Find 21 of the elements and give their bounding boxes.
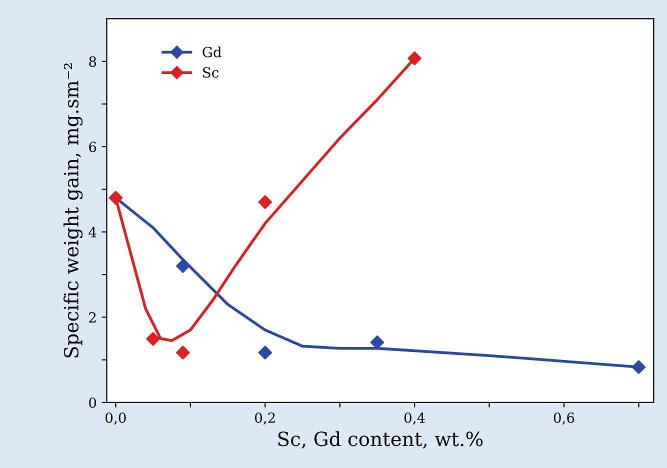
x-axis-title: Sc, Gd content, wt.%: [278, 431, 483, 449]
point: [258, 195, 272, 209]
y-tick-label: 4: [88, 226, 96, 238]
point: [258, 346, 272, 360]
x-tick-label: 0,6: [554, 412, 574, 425]
y-tick-label: 0: [89, 397, 96, 408]
point: [370, 335, 384, 350]
point: [176, 346, 190, 360]
y-tick-label: 6: [89, 142, 96, 152]
x-tick-label: 0,0: [106, 412, 126, 425]
point: [146, 332, 160, 346]
legend-label: Gd: [202, 46, 222, 58]
x-tick-label: 0,2: [254, 412, 275, 425]
point: [176, 259, 190, 273]
x-tick-label: 0,4: [404, 412, 425, 425]
y-tick-label: 2: [89, 312, 96, 322]
y-tick-label: 8: [89, 56, 96, 67]
y-axis-title: Specific weight gain, mg.sm⁻²: [64, 63, 83, 358]
point: [408, 51, 422, 66]
legend-label: Sc: [203, 67, 219, 78]
point: [632, 360, 646, 374]
